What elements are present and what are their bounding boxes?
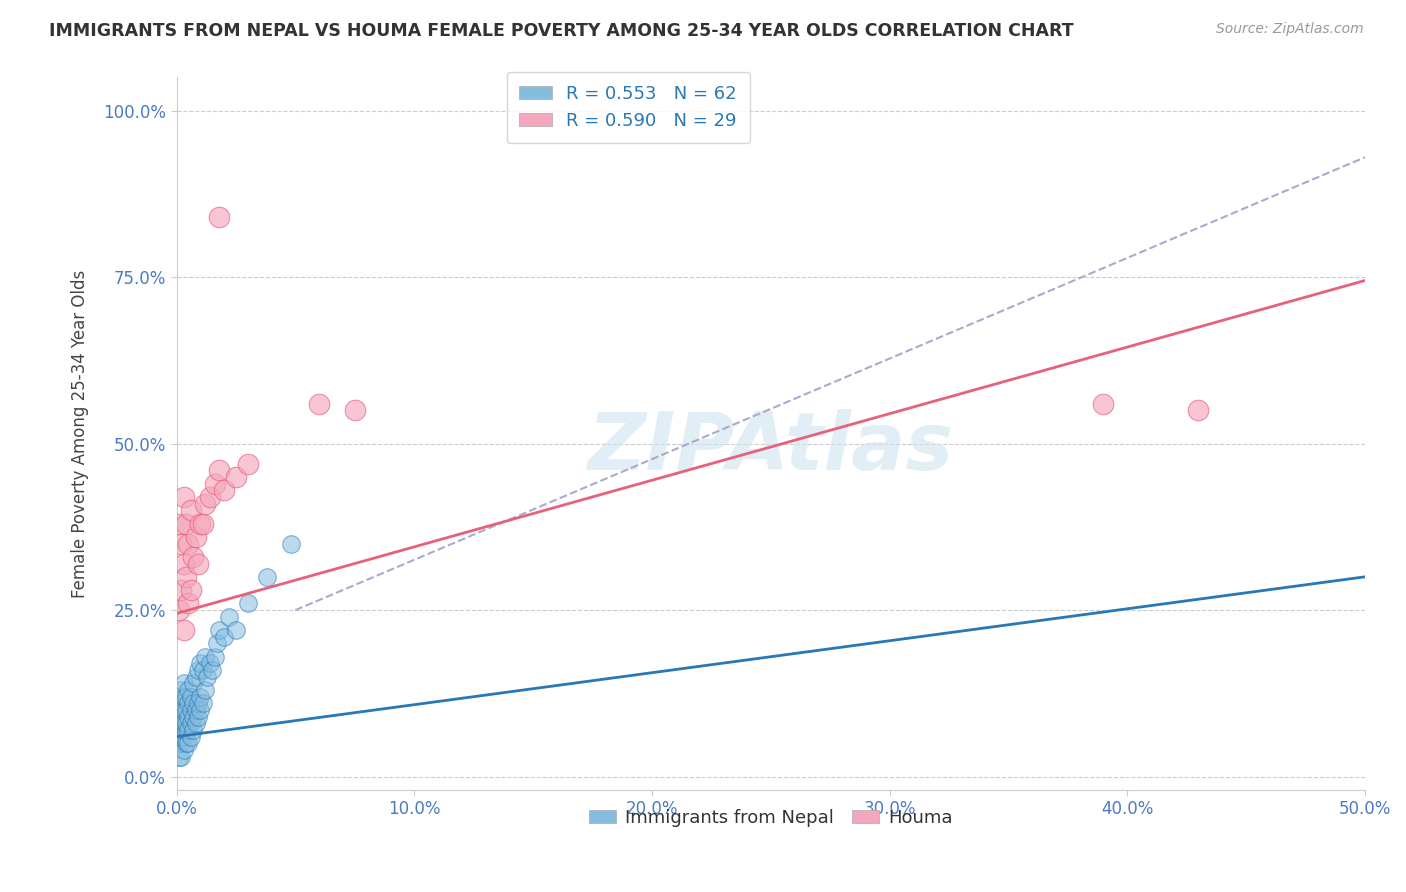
Point (188, 703, 211, 717)
Point (177, 536, 200, 550)
Point (170, 536, 193, 550)
Point (184, 716, 207, 731)
Point (181, 549, 204, 564)
Point (188, 690, 211, 704)
Point (174, 716, 197, 731)
Point (180, 716, 202, 731)
Point (191, 663, 214, 677)
Point (181, 723, 204, 737)
Point (181, 709, 204, 723)
Point (1092, 397, 1115, 411)
Point (225, 470, 247, 484)
Point (188, 657, 211, 671)
Point (208, 463, 231, 477)
Point (177, 683, 200, 698)
Point (170, 723, 193, 737)
Point (174, 723, 197, 737)
Y-axis label: Female Poverty Among 25-34 Year Olds: Female Poverty Among 25-34 Year Olds (72, 269, 89, 598)
Point (167, 703, 190, 717)
Point (184, 530, 207, 544)
Point (204, 476, 226, 491)
Point (236, 597, 259, 611)
Point (170, 709, 193, 723)
Point (173, 730, 195, 744)
Point (167, 736, 190, 750)
Point (180, 730, 202, 744)
Point (173, 703, 195, 717)
Point (173, 690, 195, 704)
Point (208, 623, 231, 637)
Point (187, 709, 209, 723)
Point (177, 697, 200, 711)
Point (174, 690, 197, 704)
Point (170, 749, 193, 764)
Text: ZIPAtlas: ZIPAtlas (588, 409, 953, 487)
Point (174, 516, 197, 531)
Point (177, 723, 200, 737)
Point (174, 570, 197, 584)
Point (167, 603, 190, 617)
Point (184, 703, 207, 717)
Point (212, 630, 235, 644)
Point (201, 663, 224, 677)
Point (173, 557, 195, 571)
Point (191, 516, 214, 531)
Point (173, 490, 195, 504)
Point (173, 716, 195, 731)
Point (177, 597, 200, 611)
Point (212, 483, 235, 498)
Point (177, 736, 200, 750)
Point (167, 730, 190, 744)
Point (198, 657, 221, 671)
Point (308, 397, 330, 411)
Point (170, 730, 193, 744)
Point (236, 457, 259, 471)
Point (208, 211, 231, 225)
Point (197, 670, 219, 684)
Point (170, 683, 193, 698)
Point (170, 697, 193, 711)
Point (194, 649, 217, 664)
Point (187, 663, 209, 677)
Point (343, 403, 366, 417)
Point (167, 516, 190, 531)
Point (280, 536, 302, 550)
Point (167, 716, 190, 731)
Point (204, 649, 226, 664)
Point (180, 703, 202, 717)
Text: IMMIGRANTS FROM NEPAL VS HOUMA FEMALE POVERTY AMONG 25-34 YEAR OLDS CORRELATION : IMMIGRANTS FROM NEPAL VS HOUMA FEMALE PO… (49, 22, 1074, 40)
Point (181, 697, 204, 711)
Point (218, 609, 240, 624)
Point (180, 503, 202, 517)
Point (173, 723, 195, 737)
Text: Source: ZipAtlas.com: Source: ZipAtlas.com (1216, 22, 1364, 37)
Point (173, 743, 195, 757)
Point (198, 490, 221, 504)
Point (170, 583, 193, 598)
Legend: Immigrants from Nepal, Houma: Immigrants from Nepal, Houma (582, 802, 960, 834)
Point (180, 583, 202, 598)
Point (170, 736, 193, 750)
Point (188, 516, 211, 531)
Point (191, 697, 214, 711)
Point (173, 623, 195, 637)
Point (167, 749, 190, 764)
Point (181, 676, 204, 690)
Point (187, 557, 209, 571)
Point (194, 497, 217, 511)
Point (180, 690, 202, 704)
Point (187, 697, 209, 711)
Point (174, 703, 197, 717)
Point (1187, 403, 1209, 417)
Point (194, 683, 217, 698)
Point (177, 709, 200, 723)
Point (256, 570, 278, 584)
Point (173, 676, 195, 690)
Point (184, 670, 207, 684)
Point (205, 636, 228, 650)
Point (225, 623, 247, 637)
Point (174, 736, 197, 750)
